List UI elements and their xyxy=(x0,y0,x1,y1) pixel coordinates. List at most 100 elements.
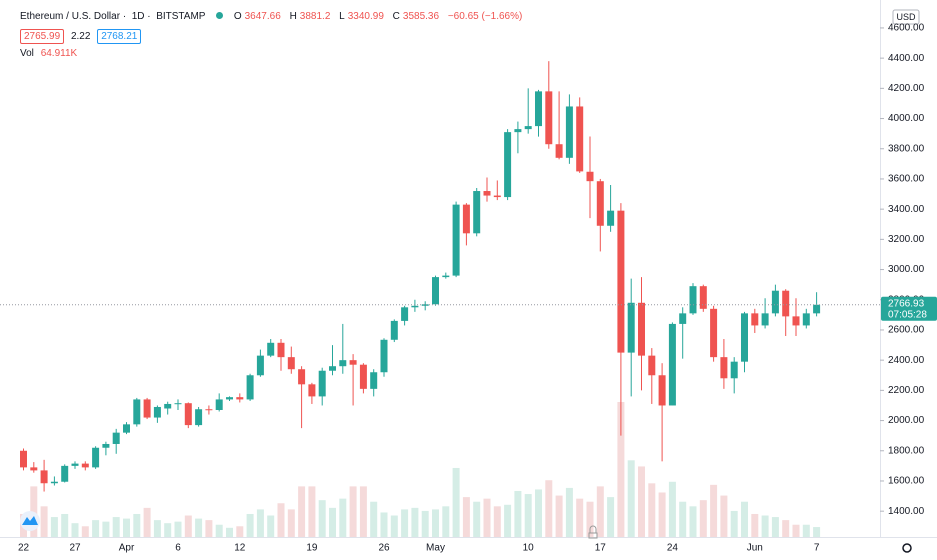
candle-body xyxy=(473,191,481,234)
ohlc-value: 3647.66 xyxy=(244,11,281,22)
volume-bar xyxy=(184,515,192,537)
candle-body xyxy=(215,399,223,410)
volume-bar xyxy=(339,498,347,537)
volume-bar xyxy=(308,486,316,537)
tradingview-logo[interactable] xyxy=(20,511,40,531)
ask[interactable]: 2768.21 xyxy=(97,29,142,44)
volume-bar xyxy=(256,509,264,537)
interval: 1D xyxy=(131,11,145,22)
volume-bar xyxy=(555,495,563,537)
volume-bar xyxy=(730,510,738,537)
ohlc-change: −60.65 (−1.66%) xyxy=(447,11,523,22)
volume-bar xyxy=(329,507,336,537)
candle-body xyxy=(349,360,357,365)
candle-body xyxy=(462,204,470,234)
volume-bar xyxy=(771,517,779,537)
volume-value: 64.911K xyxy=(40,48,78,59)
volume-bar xyxy=(432,509,439,537)
candle-body xyxy=(627,302,635,353)
candle-body xyxy=(195,409,203,426)
last-price-box xyxy=(881,296,937,321)
candle-body xyxy=(607,210,615,226)
spread: 2.22 xyxy=(70,31,91,42)
logo-shape[interactable] xyxy=(22,516,38,525)
candle-body xyxy=(741,313,748,362)
volume-bar xyxy=(524,494,532,537)
candle-body xyxy=(370,372,378,389)
candle-body xyxy=(771,290,779,314)
candle-body xyxy=(710,308,718,358)
candle-body xyxy=(813,304,821,314)
x-tick-label: 12 xyxy=(234,543,246,554)
candle-body xyxy=(30,467,38,471)
candle-body xyxy=(535,91,542,127)
candle-body xyxy=(236,397,244,400)
x-tick-label: 7 xyxy=(814,543,820,554)
candle-body xyxy=(648,355,656,376)
candle-body xyxy=(359,364,367,389)
y-tick-label: 3000.00 xyxy=(888,264,925,275)
candle-body xyxy=(174,403,182,405)
volume-bar xyxy=(545,480,553,537)
volume-bar xyxy=(483,498,491,537)
candle-body xyxy=(689,286,697,314)
candle-body xyxy=(452,204,460,276)
exchange: BITSTAMP xyxy=(156,11,206,22)
volume-layer xyxy=(20,402,821,537)
volume-bar xyxy=(30,486,38,537)
candle-body xyxy=(555,144,563,158)
bid[interactable]: 2765.99 xyxy=(20,29,65,44)
volume-bar xyxy=(174,521,182,537)
volume-bar xyxy=(205,520,213,537)
volume-bar xyxy=(359,486,367,537)
volume-bar xyxy=(81,526,89,537)
y-tick-label: 2600.00 xyxy=(888,325,925,336)
last-price-label: 2766.93 xyxy=(888,298,925,309)
volume-bar xyxy=(576,498,584,537)
volume-bar xyxy=(514,490,522,537)
currency-label: USD xyxy=(896,12,916,22)
candle-body xyxy=(751,313,759,326)
volume-bar xyxy=(792,524,800,537)
candle-body xyxy=(184,403,192,426)
settings-icon[interactable] xyxy=(902,543,912,553)
volume-bar xyxy=(143,507,151,537)
candle-body xyxy=(267,342,275,356)
candle-body xyxy=(226,397,233,400)
candle-body xyxy=(401,307,409,321)
volume-bar xyxy=(761,515,769,537)
volume-name: Vol xyxy=(20,48,34,59)
x-tick-label: 10 xyxy=(523,543,535,554)
candle-layer xyxy=(20,61,821,492)
volume-bar xyxy=(648,483,656,537)
header-line: Ethereum / U.S. Dollar · 1D · BITSTAMP O… xyxy=(20,11,525,22)
lock-icon[interactable] xyxy=(588,525,598,539)
volume-bar xyxy=(195,518,203,537)
x-tick-label: May xyxy=(426,543,445,554)
candle-body xyxy=(576,106,584,172)
y-tick-label: 1600.00 xyxy=(888,476,925,487)
volume-bar xyxy=(782,520,790,537)
volume-bar xyxy=(112,517,120,537)
volume-bar xyxy=(710,484,718,537)
x-tick-label: Jun xyxy=(747,543,763,554)
candle-body xyxy=(390,320,398,340)
candle-body xyxy=(71,463,79,466)
volume-bar xyxy=(720,495,728,537)
ohlc-value: 3340.99 xyxy=(347,11,384,22)
candle-body xyxy=(493,195,501,198)
y-tick-label: 2200.00 xyxy=(888,385,925,396)
volume-bar xyxy=(617,402,625,537)
volume-bar xyxy=(699,500,707,537)
y-tick-label: 3800.00 xyxy=(888,143,925,154)
volume-bar xyxy=(627,460,635,537)
candle-body xyxy=(329,366,336,371)
volume-bar xyxy=(813,527,821,537)
candle-body xyxy=(380,339,388,373)
x-tick-label: 26 xyxy=(378,543,390,554)
candle-body xyxy=(668,323,676,406)
x-tick-label: 6 xyxy=(175,543,181,554)
bid-ask: 2765.99 2.22 2768.21 xyxy=(20,29,142,44)
candle-body xyxy=(545,91,553,145)
